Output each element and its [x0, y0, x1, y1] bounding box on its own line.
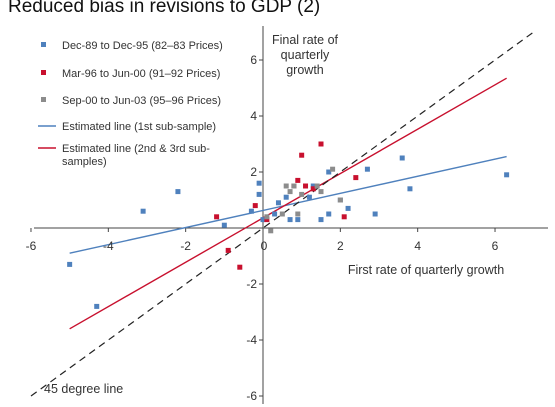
data-point-series-3: [283, 183, 289, 189]
data-point-series-1: [295, 217, 301, 223]
data-point-series-2: [214, 214, 220, 220]
data-point-series-2: [295, 177, 301, 183]
data-point-series-3: [330, 166, 336, 172]
data-point-series-1: [306, 194, 312, 200]
data-point-series-2: [353, 175, 359, 181]
data-point-series-1: [256, 191, 262, 197]
legend-marker: [41, 70, 46, 75]
legend-label: Estimated line (2nd & 3rd sub-: [62, 143, 210, 155]
y-tick-label: 6: [250, 53, 257, 67]
data-point-series-2: [252, 203, 258, 209]
data-point-series-3: [337, 197, 343, 203]
data-point-series-1: [260, 217, 266, 223]
data-point-series-1: [140, 208, 146, 214]
data-point-series-1: [256, 180, 262, 186]
forty-five-degree-label: 45 degree line: [44, 382, 123, 396]
data-point-series-1: [407, 186, 413, 192]
x-tick-label: -6: [26, 239, 37, 253]
points-layer: [67, 141, 510, 309]
data-point-series-3: [318, 189, 324, 195]
estimated-line: [69, 77, 507, 330]
legend-marker: [41, 97, 46, 102]
data-point-series-3: [291, 183, 297, 189]
data-point-series-1: [372, 211, 378, 217]
data-point-series-1: [345, 205, 351, 211]
data-point-series-1: [221, 222, 227, 228]
data-point-series-2: [225, 247, 231, 253]
data-point-series-1: [175, 189, 181, 195]
data-point-series-3: [264, 214, 270, 220]
legend-marker: [41, 42, 46, 47]
data-point-series-1: [248, 208, 254, 214]
data-point-series-1: [399, 155, 405, 161]
y-axis-label: quarterly: [281, 48, 330, 62]
x-tick-label: -2: [180, 239, 191, 253]
data-point-series-1: [318, 217, 324, 223]
x-tick-label: 2: [337, 239, 344, 253]
forty-five-degree-line: [30, 31, 535, 397]
y-axis-label: growth: [286, 63, 324, 77]
legend: Dec-89 to Dec-95 (82–83 Prices) Mar-96 to…: [38, 40, 223, 168]
y-axis-label: Final rate of: [272, 33, 339, 47]
legend-label: Sep-00 to Jun-03 (95–96 Prices): [62, 95, 221, 107]
data-point-series-1: [94, 303, 100, 309]
data-point-series-3: [314, 183, 320, 189]
chart-title: Reduced bias in revisions to GDP (2): [8, 0, 320, 17]
data-point-series-3: [268, 228, 274, 234]
data-point-series-2: [318, 141, 324, 147]
data-point-series-1: [326, 169, 332, 175]
x-axis-label: First rate of quarterly growth: [348, 263, 504, 277]
x-tick-label: 0: [261, 239, 268, 253]
data-point-series-1: [67, 261, 73, 267]
data-point-series-3: [299, 191, 305, 197]
data-point-series-2: [310, 186, 316, 192]
data-point-series-1: [310, 183, 316, 189]
data-point-series-1: [364, 166, 370, 172]
x-tick-label: -4: [103, 239, 114, 253]
y-tick-label: -4: [246, 333, 257, 347]
y-tick-label: 4: [250, 109, 257, 123]
data-point-series-2: [299, 152, 305, 158]
data-point-series-1: [283, 194, 289, 200]
data-point-series-1: [275, 200, 281, 206]
legend-label: Estimated line (1st sub-sample): [62, 121, 216, 133]
data-point-series-2: [237, 264, 243, 270]
x-tick-label: 6: [492, 239, 499, 253]
data-point-series-3: [287, 189, 293, 195]
data-point-series-1: [504, 172, 510, 178]
data-point-series-1: [272, 211, 278, 217]
y-tick-label: -6: [246, 389, 257, 403]
data-point-series-2: [303, 183, 309, 189]
data-point-series-3: [295, 211, 301, 217]
axes: [30, 26, 548, 404]
legend-label: samples): [62, 156, 107, 168]
legend-label: Mar-96 to Jun-00 (91–92 Prices): [62, 68, 220, 80]
legend-label: Dec-89 to Dec-95 (82–83 Prices): [62, 40, 223, 52]
data-point-series-2: [264, 217, 270, 223]
estimated-line: [69, 155, 507, 254]
y-tick-label: 2: [250, 165, 257, 179]
data-point-series-1: [287, 217, 293, 223]
data-point-series-2: [341, 214, 347, 220]
y-tick-label: -2: [246, 277, 257, 291]
data-point-series-3: [279, 211, 285, 217]
tick-labels: -6 -4 -2 0 2 4 6 -6 -4 -2 2 4 6: [26, 53, 499, 403]
data-point-series-1: [326, 211, 332, 217]
x-tick-label: 4: [414, 239, 421, 253]
lines-layer: [30, 31, 535, 397]
